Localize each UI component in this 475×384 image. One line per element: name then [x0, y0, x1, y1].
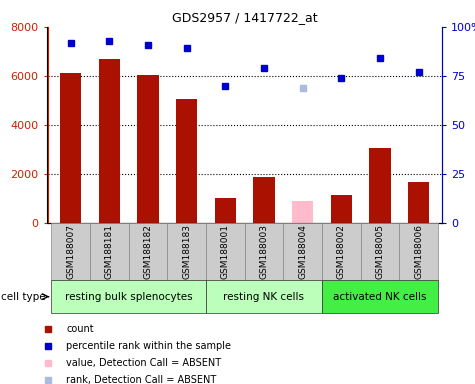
- Text: resting NK cells: resting NK cells: [223, 291, 304, 302]
- Text: cell type: cell type: [1, 291, 46, 302]
- Text: GSM188005: GSM188005: [375, 224, 384, 279]
- Bar: [369, 148, 390, 223]
- Bar: [176, 99, 197, 223]
- Bar: [283, 223, 322, 280]
- Text: GSM188007: GSM188007: [66, 224, 75, 279]
- Text: percentile rank within the sample: percentile rank within the sample: [66, 341, 231, 351]
- Text: GSM188001: GSM188001: [221, 224, 230, 279]
- Bar: [51, 280, 206, 313]
- Bar: [206, 223, 245, 280]
- Text: rank, Detection Call = ABSENT: rank, Detection Call = ABSENT: [66, 375, 217, 384]
- Text: GSM188182: GSM188182: [143, 224, 152, 279]
- Bar: [206, 280, 322, 313]
- Bar: [99, 59, 120, 223]
- Text: activated NK cells: activated NK cells: [333, 291, 427, 302]
- Title: GDS2957 / 1417722_at: GDS2957 / 1417722_at: [172, 11, 317, 24]
- Bar: [322, 223, 361, 280]
- Text: GSM188183: GSM188183: [182, 224, 191, 279]
- Text: count: count: [66, 324, 94, 334]
- Text: GSM188003: GSM188003: [259, 224, 268, 279]
- Text: value, Detection Call = ABSENT: value, Detection Call = ABSENT: [66, 358, 222, 368]
- Bar: [90, 223, 129, 280]
- Text: GSM188004: GSM188004: [298, 224, 307, 279]
- Text: GSM188002: GSM188002: [337, 224, 346, 279]
- Text: resting bulk splenocytes: resting bulk splenocytes: [65, 291, 192, 302]
- Bar: [51, 223, 90, 280]
- Bar: [322, 280, 438, 313]
- Bar: [215, 198, 236, 223]
- Bar: [245, 223, 283, 280]
- Bar: [408, 182, 429, 223]
- Bar: [137, 74, 159, 223]
- Text: GSM188181: GSM188181: [105, 224, 114, 279]
- Bar: [60, 73, 81, 223]
- Bar: [167, 223, 206, 280]
- Bar: [253, 177, 275, 223]
- Bar: [361, 223, 399, 280]
- Bar: [129, 223, 167, 280]
- Text: GSM188006: GSM188006: [414, 224, 423, 279]
- Bar: [399, 223, 438, 280]
- Bar: [292, 201, 313, 223]
- Bar: [331, 195, 352, 223]
